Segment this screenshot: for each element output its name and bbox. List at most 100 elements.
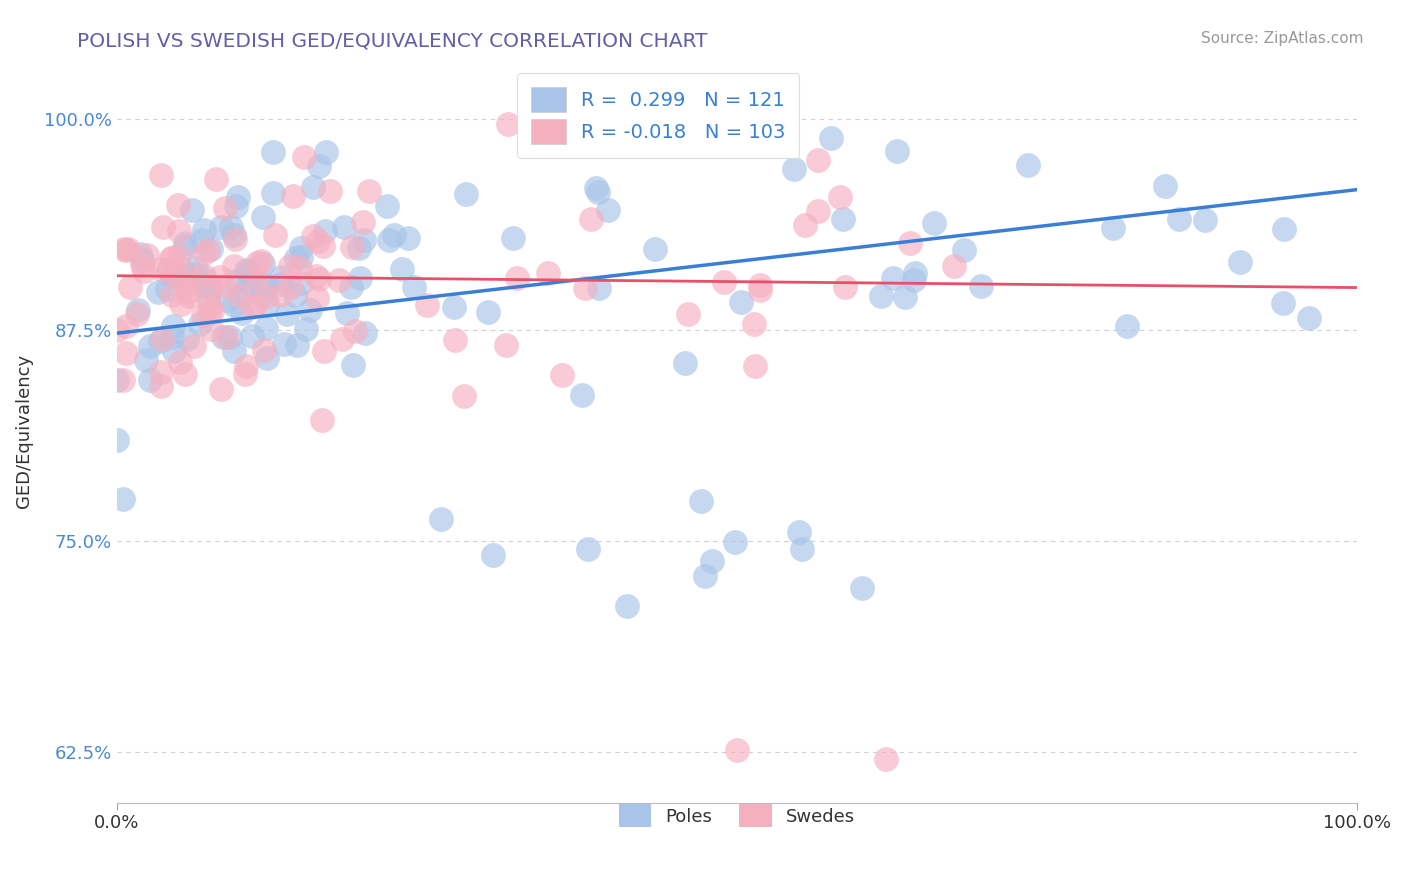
Point <box>344 324 367 338</box>
Point <box>495 337 517 351</box>
Point <box>585 181 607 195</box>
Point <box>160 268 183 283</box>
Point <box>644 242 666 256</box>
Point <box>235 359 257 374</box>
Point <box>125 307 148 321</box>
Point <box>112 242 135 256</box>
Point <box>357 185 380 199</box>
Point <box>292 150 315 164</box>
Point <box>209 220 232 235</box>
Point <box>252 210 274 224</box>
Point <box>308 159 330 173</box>
Point <box>193 222 215 236</box>
Point <box>749 283 772 297</box>
Point <box>179 285 201 299</box>
Point <box>200 281 222 295</box>
Point <box>163 344 186 359</box>
Point <box>214 202 236 216</box>
Point <box>970 279 993 293</box>
Point <box>676 307 699 321</box>
Point <box>128 246 150 260</box>
Point <box>256 289 278 303</box>
Point <box>456 186 478 201</box>
Point <box>576 542 599 557</box>
Point <box>169 355 191 369</box>
Point <box>269 277 291 292</box>
Point <box>150 169 173 183</box>
Point <box>571 388 593 402</box>
Point <box>820 130 842 145</box>
Point <box>280 280 302 294</box>
Point <box>162 319 184 334</box>
Point <box>167 223 190 237</box>
Point <box>851 581 873 595</box>
Point <box>290 260 312 275</box>
Point <box>212 330 235 344</box>
Point <box>273 337 295 351</box>
Point <box>262 145 284 159</box>
Point <box>214 279 236 293</box>
Point <box>375 199 398 213</box>
Point <box>353 233 375 247</box>
Point <box>132 264 155 278</box>
Point <box>588 281 610 295</box>
Point <box>177 268 200 282</box>
Point <box>834 279 856 293</box>
Point <box>170 297 193 311</box>
Point <box>953 244 976 258</box>
Point <box>340 240 363 254</box>
Point <box>574 281 596 295</box>
Point <box>276 307 298 321</box>
Point <box>222 259 245 273</box>
Point <box>496 117 519 131</box>
Point <box>1168 212 1191 227</box>
Point <box>240 300 263 314</box>
Point <box>176 332 198 346</box>
Point <box>200 279 222 293</box>
Point <box>200 322 222 336</box>
Point <box>453 389 475 403</box>
Point <box>875 752 897 766</box>
Point <box>342 358 364 372</box>
Point <box>114 346 136 360</box>
Point <box>167 198 190 212</box>
Point <box>308 272 330 286</box>
Point <box>307 292 329 306</box>
Point <box>382 227 405 242</box>
Point <box>702 554 724 568</box>
Point <box>312 238 335 252</box>
Point <box>807 153 830 168</box>
Point <box>193 245 215 260</box>
Point <box>404 280 426 294</box>
Point <box>252 284 274 298</box>
Point <box>285 338 308 352</box>
Point <box>138 373 160 387</box>
Point <box>378 233 401 247</box>
Point <box>238 277 260 291</box>
Point <box>284 288 307 302</box>
Point <box>354 326 377 340</box>
Point <box>391 261 413 276</box>
Point <box>177 288 200 302</box>
Point <box>162 330 184 344</box>
Point <box>311 412 333 426</box>
Point <box>193 268 215 283</box>
Point <box>299 303 322 318</box>
Point <box>794 219 817 233</box>
Point <box>430 512 453 526</box>
Point <box>208 270 231 285</box>
Point <box>312 343 335 358</box>
Point <box>340 280 363 294</box>
Point <box>235 263 257 277</box>
Point <box>180 203 202 218</box>
Point <box>903 273 925 287</box>
Point <box>156 282 179 296</box>
Point <box>209 382 232 396</box>
Text: POLISH VS SWEDISH GED/EQUIVALENCY CORRELATION CHART: POLISH VS SWEDISH GED/EQUIVALENCY CORREL… <box>77 31 707 50</box>
Point <box>1116 318 1139 333</box>
Point <box>233 367 256 381</box>
Point <box>197 244 219 258</box>
Point <box>200 242 222 256</box>
Point <box>893 290 915 304</box>
Point <box>290 242 312 256</box>
